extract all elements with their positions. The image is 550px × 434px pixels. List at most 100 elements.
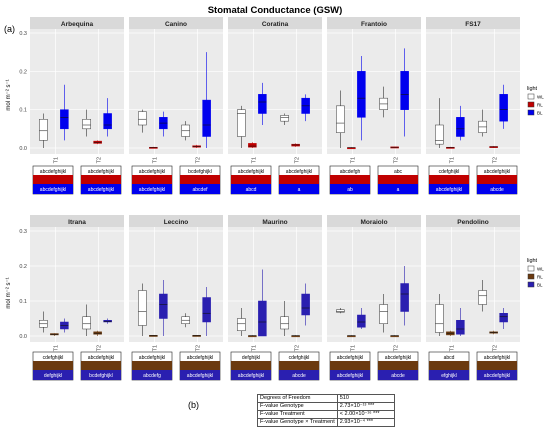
letter-wl: abcdefghijkl	[88, 169, 114, 175]
letter-wl: cdefghijkl	[43, 355, 64, 361]
box-wl	[280, 316, 289, 330]
letter-row-rl	[132, 175, 172, 184]
y-tick-label: 0.3	[19, 31, 27, 37]
anova-stats-table: Degrees of Freedom 510 F-value Genotype …	[257, 394, 395, 427]
letter-row-rl	[477, 175, 517, 184]
letter-wl: abcdefghijkl	[139, 169, 165, 175]
panel-b-label: (b)	[188, 400, 199, 410]
y-tick-label: 0.2	[19, 69, 27, 75]
letter-wl: abcdefghijkl	[484, 169, 510, 175]
x-tick-label: T2	[97, 157, 103, 163]
letter-row-bl	[477, 370, 517, 380]
letter-row-rl	[330, 175, 370, 184]
letter-bl: abcd	[246, 187, 257, 193]
facet-strip	[327, 17, 421, 29]
facet-panel: Coratina T1 abcdefghijkl abcd T2 abcdefghijkl…	[228, 17, 322, 195]
box-bl	[357, 71, 366, 118]
letter-row-rl	[180, 361, 220, 370]
table-row: F-value Genotype 2.73×10⁻¹³ ***	[257, 402, 395, 411]
letter-row-bl	[180, 370, 220, 380]
y-tick-label: 0.2	[19, 264, 27, 270]
letter-wl: defghijkl	[242, 355, 260, 361]
letter-row-rl	[33, 175, 73, 184]
x-tick-label: T1	[53, 345, 59, 351]
box-wl	[336, 105, 345, 133]
stat-label: Degrees of Freedom	[257, 394, 338, 403]
stat-label: F-value Genotype	[257, 402, 338, 411]
facet-strip-label: Itrana	[68, 219, 86, 226]
box-wl	[82, 316, 91, 330]
letter-row-bl	[33, 184, 73, 194]
box-bl	[357, 314, 366, 328]
letter-row-bl	[132, 370, 172, 380]
letter-row-bl	[180, 184, 220, 194]
letter-bl: abcde	[391, 373, 405, 379]
facet-strip	[228, 17, 322, 29]
legend-bottom: light WL RL BL	[527, 258, 544, 288]
letter-row-rl	[279, 175, 319, 184]
letter-row-rl	[132, 361, 172, 370]
letter-row-bl	[279, 184, 319, 194]
x-tick-label: T1	[350, 345, 356, 351]
letter-wl: abcdefghijkl	[484, 355, 510, 361]
letter-wl: cdefghijkl	[289, 355, 310, 361]
legend-label-bl: BL	[537, 283, 543, 288]
box-wl	[138, 111, 147, 126]
letter-row-bl	[429, 370, 469, 380]
legend-key-bl	[527, 281, 535, 288]
letter-row-rl	[279, 361, 319, 370]
letter-bl: efghijkl	[441, 373, 457, 379]
letter-wl: abcdefghijkl	[286, 169, 312, 175]
letter-bl: abcdefghijkl	[238, 373, 264, 379]
figure-title: Stomatal Conductance (GSW)	[208, 5, 343, 16]
letter-row-bl	[279, 370, 319, 380]
letter-bl: a	[397, 187, 400, 193]
letter-wl: abcd	[444, 355, 455, 361]
letter-row-bl	[231, 370, 271, 380]
legend-key-rl	[527, 273, 535, 280]
y-tick-label: 0.3	[19, 229, 27, 235]
legend-key-wl	[527, 93, 535, 100]
stat-value: 2.73×10⁻¹³ ***	[336, 402, 395, 411]
letter-row-rl	[81, 175, 121, 184]
x-tick-label: T1	[449, 345, 455, 351]
legend-key-bl	[527, 109, 535, 116]
facet-panel: Leccino T1 abcdefghijkl abcdefg T2 abcdefghij…	[129, 215, 223, 381]
letter-bl: abcde	[490, 187, 504, 193]
letter-row-rl	[429, 361, 469, 370]
letter-wl: abcdefghijkl	[139, 355, 165, 361]
facet-strip	[129, 17, 223, 29]
box-wl	[435, 304, 444, 333]
box-wl	[82, 119, 91, 130]
letter-row-bl	[330, 184, 370, 194]
letter-wl: abc	[394, 169, 403, 175]
facet-strip	[129, 215, 223, 227]
box-bl	[258, 94, 267, 114]
legend-title: light	[527, 86, 538, 92]
letter-bl: abcdefghijkl	[337, 373, 363, 379]
letter-row-rl	[180, 175, 220, 184]
x-tick-label: T2	[493, 157, 499, 163]
box-bl	[202, 297, 211, 323]
facet-strip-label: Maurino	[262, 219, 287, 226]
facet-strip-label: Moraiolo	[360, 219, 387, 226]
x-tick-label: T2	[295, 157, 301, 163]
box-bl	[301, 293, 310, 316]
y-tick-label: 0.0	[19, 334, 27, 340]
facet-strip-label: Frantoio	[361, 21, 387, 28]
box-wl	[39, 119, 48, 141]
letter-bl: abcdefghijkl	[187, 373, 213, 379]
facet-panel: Maurino T1 defghijkl abcdefghijkl T2 cdefghij…	[228, 215, 322, 381]
facet-panel: PendolinoT1abcdefghijklT2abcdefghijklabc…	[426, 215, 520, 381]
letter-bl: abcdefghijkl	[139, 187, 165, 193]
facet-strip	[30, 215, 124, 227]
box-bl	[159, 293, 168, 319]
letter-row-bl	[330, 370, 370, 380]
y-tick-label: 0.1	[19, 299, 27, 305]
letter-row-rl	[231, 361, 271, 370]
box-wl	[138, 290, 147, 326]
box-bl	[202, 99, 211, 137]
table-row: Degrees of Freedom 510	[257, 394, 395, 403]
letter-row-bl	[81, 184, 121, 194]
